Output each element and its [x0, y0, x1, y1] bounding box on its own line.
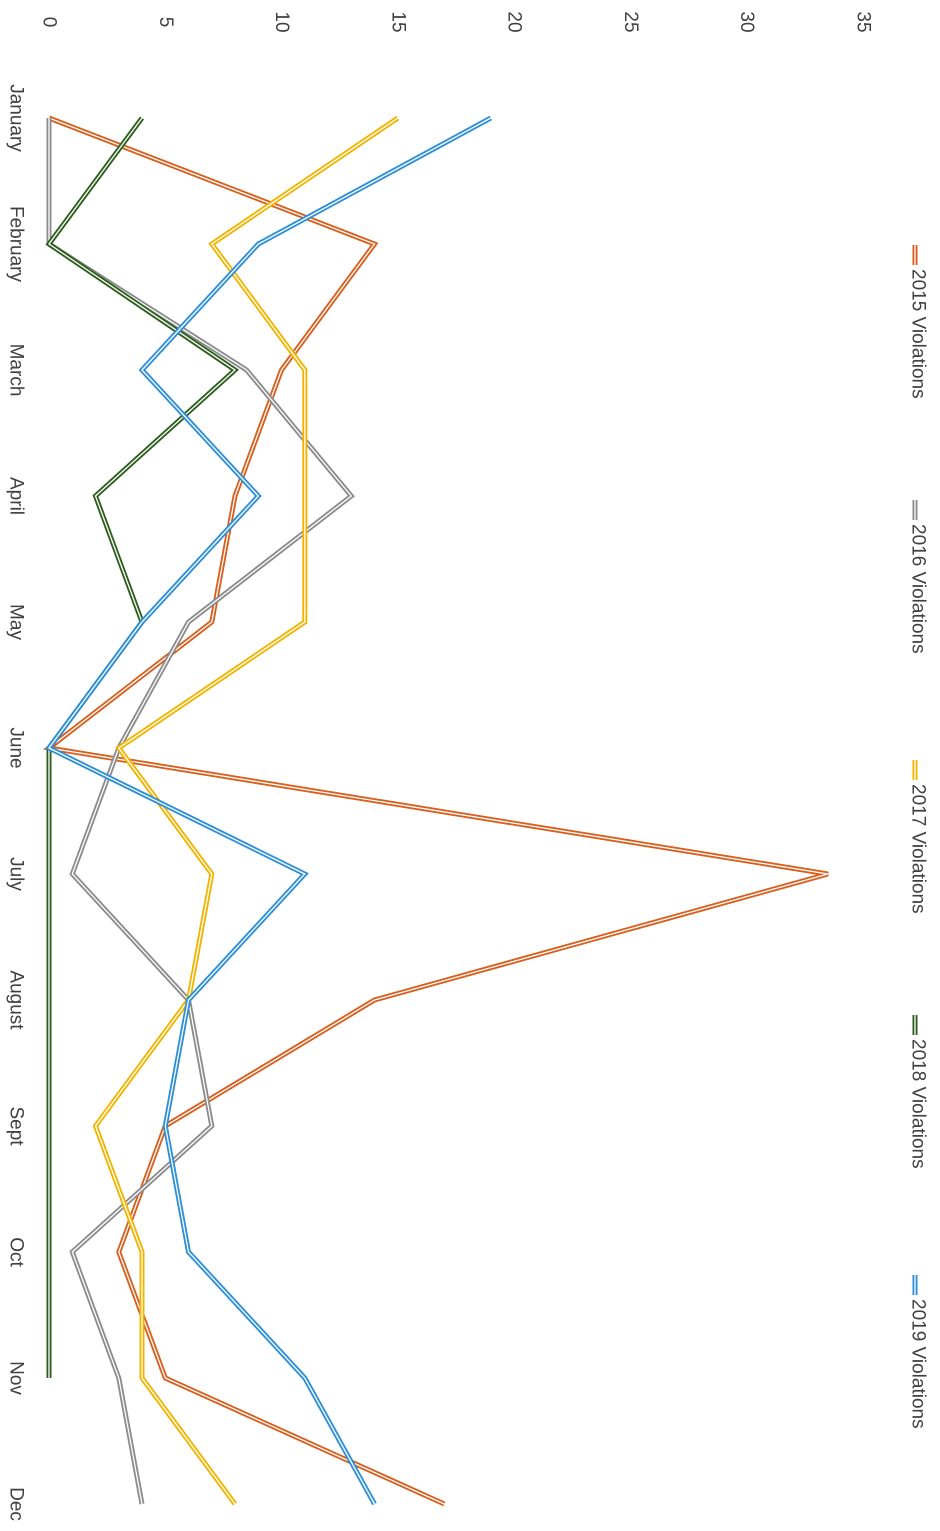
series-line-outer — [46, 118, 355, 1505]
x-category-label: April — [6, 477, 27, 515]
x-category-label: June — [6, 727, 27, 768]
y-tick-label: 5 — [155, 17, 176, 28]
series-line-inner — [48, 117, 492, 1505]
legend: 2015 Violations 2016 Violations 2017 Viola… — [908, 245, 929, 1429]
x-category-label: May — [6, 604, 27, 640]
series-line-outer — [92, 115, 400, 1506]
x-axis-category-labels: January February March April May June July Augu… — [6, 84, 27, 1521]
y-tick-label: 30 — [736, 11, 757, 32]
series-lines — [42, 115, 829, 1507]
x-category-label: August — [6, 970, 27, 1030]
y-tick-label: 20 — [504, 11, 525, 32]
series-line — [46, 118, 355, 1505]
legend-item: 2019 Violations — [908, 1275, 929, 1429]
legend-label: 2016 Violations — [908, 524, 929, 654]
series-line-inner — [47, 117, 829, 1505]
series-line — [45, 115, 492, 1506]
legend-item: 2016 Violations — [908, 500, 929, 654]
legend-item: 2017 Violations — [908, 760, 929, 914]
y-tick-label: 25 — [620, 11, 641, 32]
legend-label: 2017 Violations — [908, 784, 929, 914]
y-tick-label: 35 — [852, 11, 873, 32]
x-category-label: February — [6, 206, 27, 283]
legend-label: 2019 Violations — [908, 1299, 929, 1429]
legend-label: 2018 Violations — [908, 1039, 929, 1169]
y-tick-label: 15 — [387, 11, 408, 32]
y-tick-label: 0 — [39, 17, 60, 28]
x-category-label: July — [6, 857, 27, 891]
x-category-label: January — [6, 84, 27, 152]
x-category-label: Sept — [6, 1106, 27, 1146]
legend-item: 2015 Violations — [908, 245, 929, 399]
series-line — [42, 115, 829, 1507]
legend-item: 2018 Violations — [908, 1015, 929, 1169]
x-category-label: Dec — [6, 1487, 27, 1521]
series-line-inner — [48, 118, 353, 1505]
x-category-label: Oct — [6, 1237, 27, 1267]
series-line — [92, 115, 400, 1506]
x-category-label: March — [6, 344, 27, 397]
y-tick-label: 10 — [271, 11, 292, 32]
y-axis-tick-labels: 0 5 10 15 20 25 30 35 — [39, 11, 874, 32]
x-category-label: Nov — [6, 1361, 27, 1395]
legend-label: 2015 Violations — [908, 269, 929, 399]
series-line-inner — [94, 117, 399, 1505]
